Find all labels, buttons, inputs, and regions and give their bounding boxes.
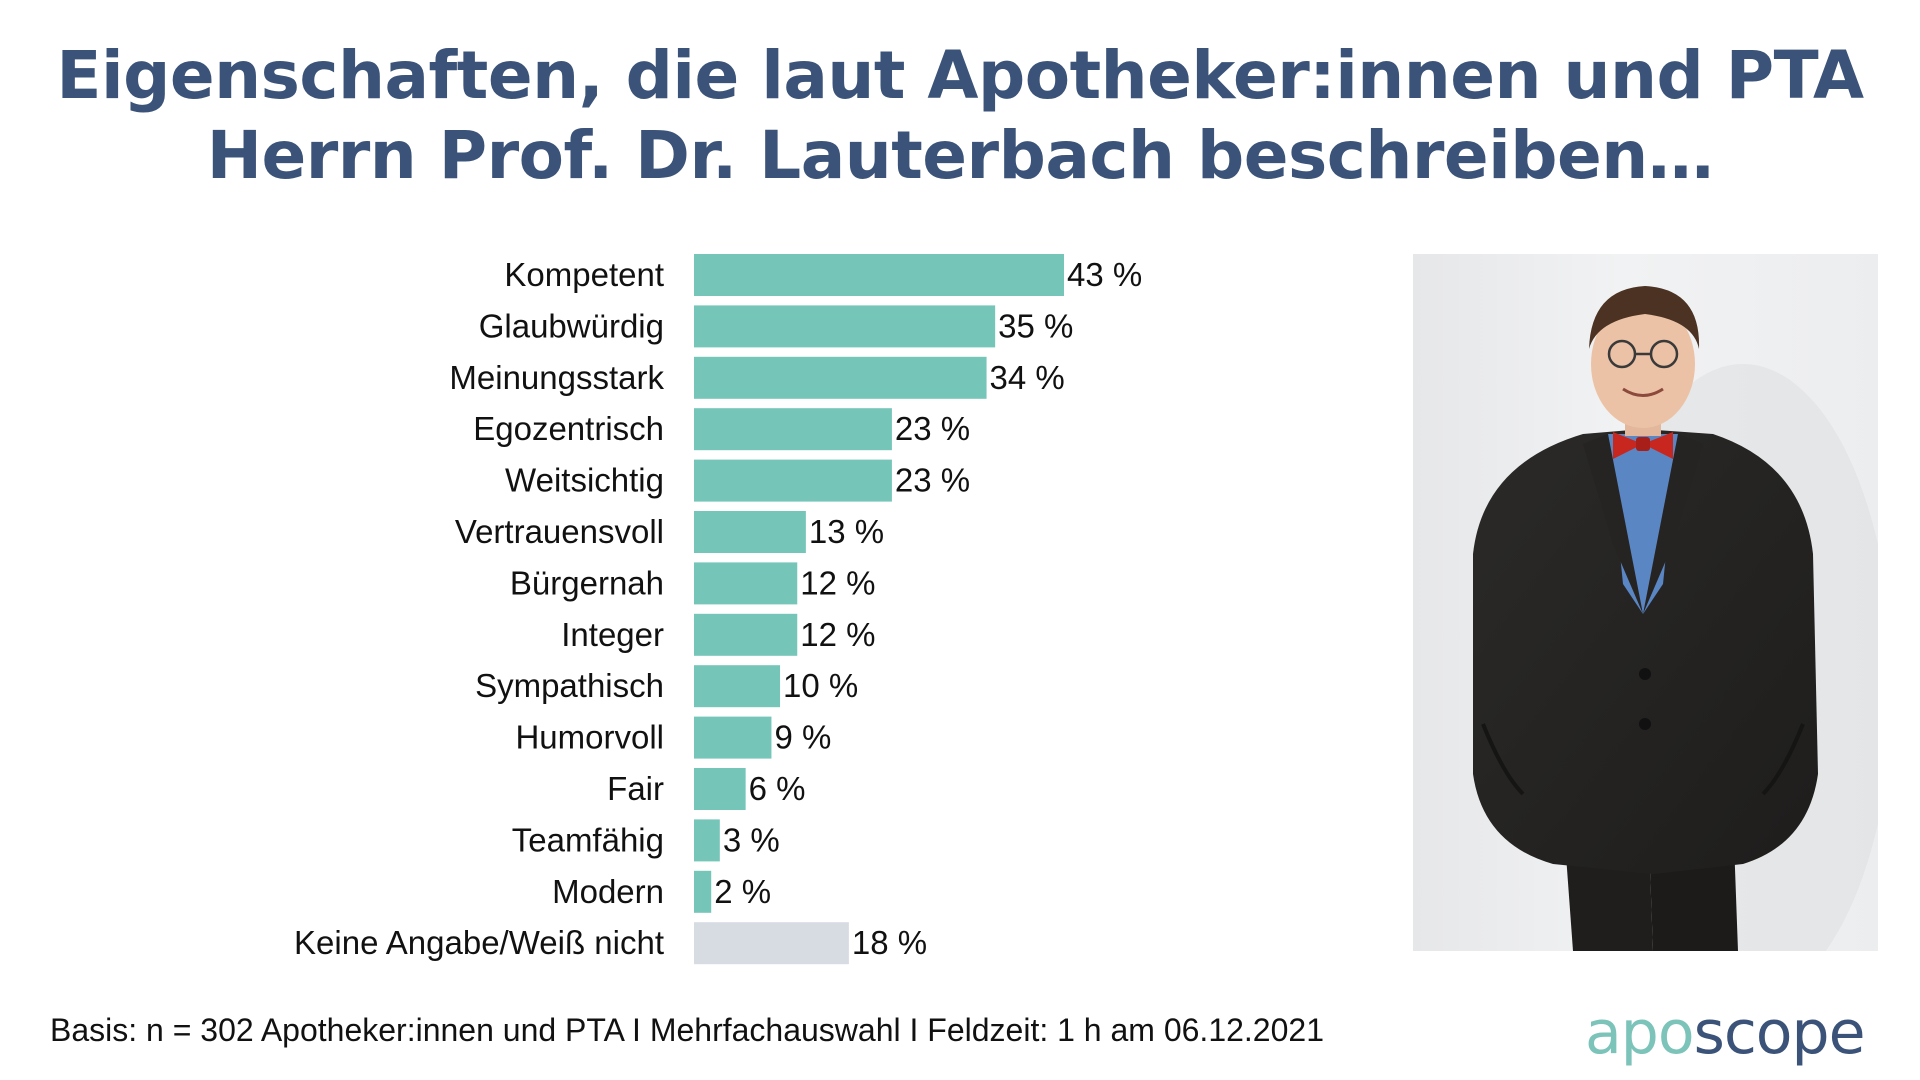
- value-label-glaubwürdig: 35 %: [998, 307, 1073, 344]
- category-label-fair: Fair: [607, 770, 664, 807]
- value-label-fair: 6 %: [749, 770, 806, 807]
- category-label-integer: Integer: [561, 616, 664, 653]
- category-label-egozentrisch: Egozentrisch: [473, 410, 664, 447]
- bar-bürgernah: [694, 562, 798, 605]
- bar-weitsichtig: [694, 459, 892, 502]
- aposcope-logo: aposcope: [1585, 998, 1866, 1068]
- value-label-humorvoll: 9 %: [774, 719, 831, 756]
- page-title: Eigenschaften, die laut Apotheker:innen …: [0, 36, 1920, 196]
- category-label-glaubwürdig: Glaubwürdig: [479, 307, 664, 344]
- bar-glaubwürdig: [694, 305, 996, 348]
- logo-part-scope: scope: [1693, 998, 1866, 1068]
- basis-note: Basis: n = 302 Apotheker:innen und PTA I…: [50, 1012, 1324, 1048]
- category-label-sympathisch: Sympathisch: [475, 667, 664, 704]
- value-label-kompetent: 43 %: [1067, 256, 1142, 293]
- value-label-bürgernah: 12 %: [800, 564, 875, 601]
- value-label-vertrauensvoll: 13 %: [809, 513, 884, 550]
- bar-vertrauensvoll: [694, 511, 806, 553]
- bar-keine-angabe-weiß-nicht: [694, 922, 849, 965]
- person-illustration: [1473, 286, 1878, 951]
- category-label-bürgernah: Bürgernah: [510, 564, 664, 601]
- portrait-photo: [1413, 254, 1878, 951]
- value-label-sympathisch: 10 %: [783, 667, 858, 704]
- bar-kompetent: [694, 254, 1064, 296]
- title-line-2: Herrn Prof. Dr. Lauterbach beschreiben…: [206, 117, 1714, 194]
- bar-modern: [694, 870, 712, 913]
- value-label-meinungsstark: 34 %: [990, 359, 1065, 396]
- bar-egozentrisch: [694, 408, 892, 451]
- bar-chart: Kompetent 43 % Glaubwürdig 35 % Meinungsstar…: [294, 254, 1142, 965]
- value-label-weitsichtig: 23 %: [895, 462, 970, 499]
- logo-part-apo: apo: [1585, 998, 1695, 1068]
- value-label-egozentrisch: 23 %: [895, 410, 970, 447]
- category-label-weitsichtig: Weitsichtig: [505, 462, 664, 499]
- bar-integer: [694, 613, 798, 656]
- value-label-integer: 12 %: [800, 616, 875, 653]
- bar-fair: [694, 768, 746, 810]
- value-label-modern: 2 %: [714, 873, 771, 910]
- category-label-humorvoll: Humorvoll: [515, 719, 664, 756]
- bar-teamfähig: [694, 819, 720, 862]
- category-label-vertrauensvoll: Vertrauensvoll: [455, 513, 664, 550]
- category-label-kompetent: Kompetent: [504, 256, 664, 293]
- bar-sympathisch: [694, 665, 781, 708]
- category-label-keine-angabe-weiß-nicht: Keine Angabe/Weiß nicht: [294, 924, 664, 961]
- value-label-keine-angabe-weiß-nicht: 18 %: [852, 924, 927, 961]
- category-label-meinungsstark: Meinungsstark: [449, 359, 664, 396]
- category-label-teamfähig: Teamfähig: [512, 821, 664, 858]
- category-label-modern: Modern: [552, 873, 664, 910]
- title-line-1: Eigenschaften, die laut Apotheker:innen …: [56, 37, 1864, 114]
- bar-meinungsstark: [694, 356, 987, 399]
- value-label-teamfähig: 3 %: [723, 821, 780, 858]
- bar-humorvoll: [694, 716, 772, 759]
